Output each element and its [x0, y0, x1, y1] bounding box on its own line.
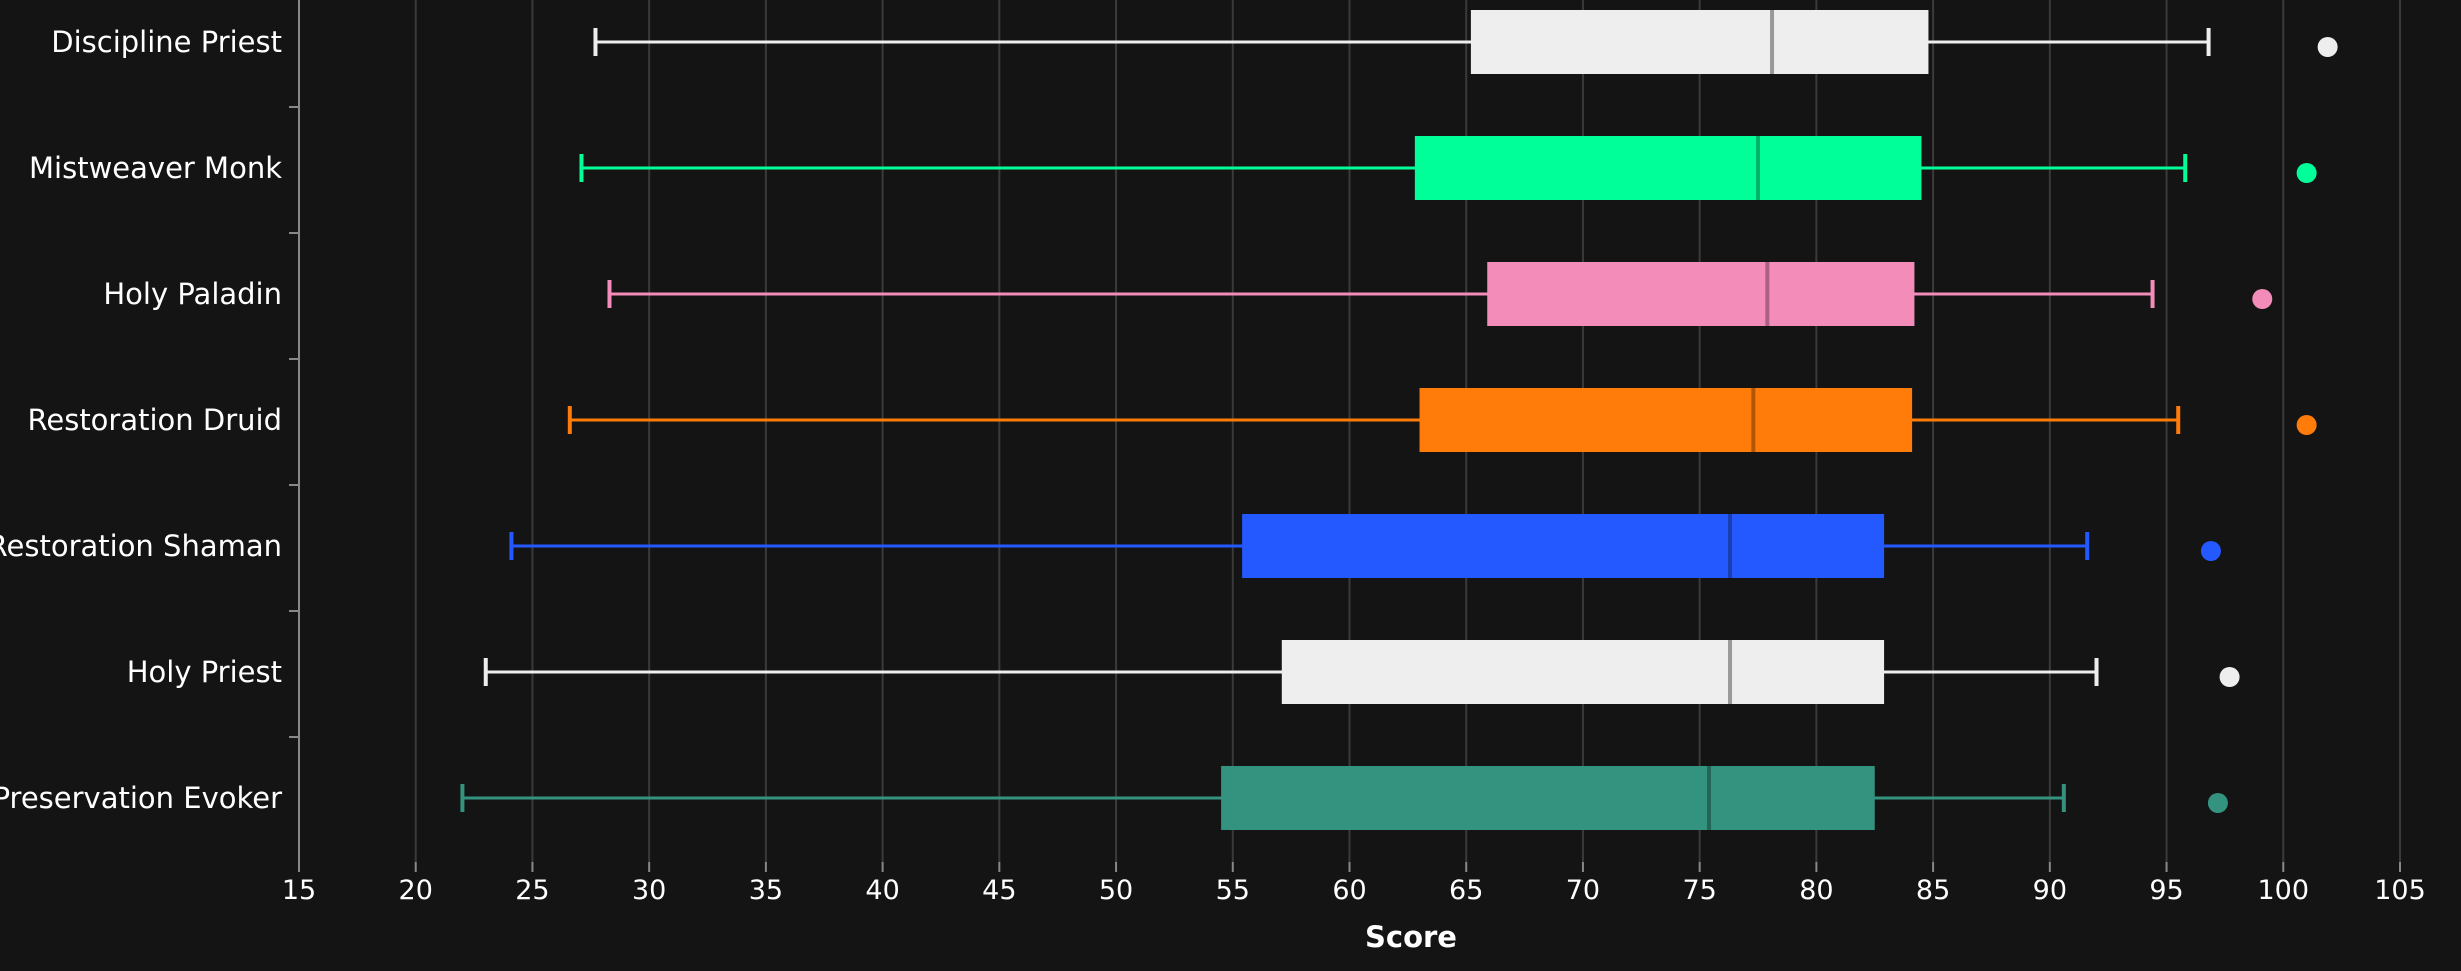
box-series: Discipline Priest Mistweaver Monk Holy Pal…: [0, 10, 2338, 830]
x-axis-title: Score: [1365, 920, 1457, 954]
category-label: Holy Paladin: [103, 277, 282, 311]
outlier-point: [2317, 37, 2338, 57]
x-tick-label: 105: [2374, 875, 2426, 906]
box-holy-priest: Holy Priest: [127, 640, 2240, 704]
category-label: Holy Priest: [127, 655, 282, 689]
x-tick-label: 100: [2258, 875, 2310, 906]
x-tick-label: 25: [515, 875, 549, 906]
x-tick-label: 50: [1099, 875, 1133, 906]
iqr-box: [1281, 640, 1885, 704]
x-axis: 15 20 25 30 35 40 45 50 55 60 65 70 75 80 85 90 95 100 105: [282, 862, 2426, 906]
outlier-point: [2219, 667, 2240, 687]
box-restoration-shaman: Restoration Shaman: [0, 514, 2221, 578]
y-axis: [289, 0, 300, 862]
iqr-box: [1221, 766, 1875, 830]
category-label: Discipline Priest: [51, 25, 282, 59]
category-label: Preservation Evoker: [0, 781, 282, 815]
box-holy-paladin: Holy Paladin: [103, 262, 2273, 326]
x-tick-label: 35: [749, 875, 783, 906]
x-tick-label: 85: [1916, 875, 1950, 906]
x-tick-label: 55: [1216, 875, 1250, 906]
box-mistweaver-monk: Mistweaver Monk: [29, 136, 2317, 200]
outlier-point: [2296, 163, 2317, 183]
category-label: Mistweaver Monk: [29, 151, 282, 185]
box-discipline-priest: Discipline Priest: [51, 10, 2338, 74]
category-label: Restoration Shaman: [0, 529, 282, 563]
outlier-point: [2252, 289, 2273, 309]
x-tick-label: 95: [2149, 875, 2183, 906]
x-tick-label: 65: [1449, 875, 1483, 906]
outlier-point: [2200, 541, 2221, 561]
x-tick-label: 80: [1799, 875, 1833, 906]
iqr-box: [1470, 10, 1929, 74]
x-tick-label: 70: [1566, 875, 1600, 906]
x-tick-label: 20: [399, 875, 433, 906]
x-tick-label: 90: [2033, 875, 2067, 906]
iqr-box: [1414, 136, 1922, 200]
outlier-point: [2296, 415, 2317, 435]
x-tick-label: 40: [865, 875, 899, 906]
box-preservation-evoker: Preservation Evoker: [0, 766, 2228, 830]
x-tick-label: 30: [632, 875, 666, 906]
x-tick-label: 60: [1332, 875, 1366, 906]
iqr-box: [1242, 514, 1885, 578]
x-tick-label: 15: [282, 875, 316, 906]
category-label: Restoration Druid: [28, 403, 282, 437]
x-tick-label: 45: [982, 875, 1016, 906]
grid-lines: [414, 0, 2401, 862]
outlier-point: [2207, 793, 2228, 813]
x-tick-label: 75: [1682, 875, 1716, 906]
iqr-box: [1487, 262, 1915, 326]
iqr-box: [1419, 388, 1913, 452]
box-restoration-druid: Restoration Druid: [28, 388, 2317, 452]
